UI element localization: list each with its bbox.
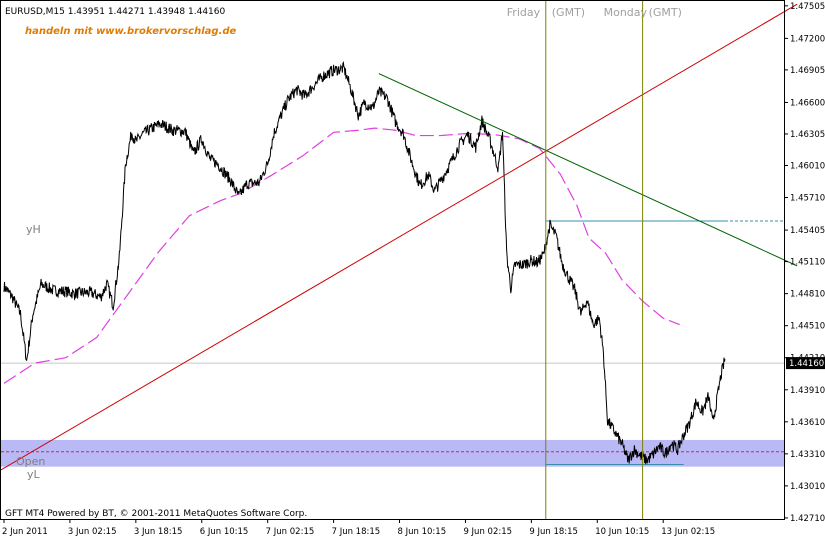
trendline-resistance xyxy=(378,73,798,267)
price-line xyxy=(3,60,726,465)
footer-text: GFT MT4 Powered by BT, © 2001-2011 MetaQ… xyxy=(5,509,307,519)
current-price-marker: 1.44160 xyxy=(786,357,825,370)
session-separators: Friday (GMT) Monday (GMT) xyxy=(507,1,682,519)
time-tick-label: 7 Jun 18:15 xyxy=(332,527,381,537)
time-tick-label: 9 Jun 18:15 xyxy=(529,527,578,537)
session-day-friday: Friday xyxy=(507,6,541,19)
time-tick-label: 2 Jun 2011 xyxy=(2,527,48,537)
price-tick-label: 1.46010 xyxy=(790,161,825,171)
price-tick-label: 1.47200 xyxy=(790,34,825,44)
price-tick-label: 1.45710 xyxy=(790,194,825,204)
yl-label: yL xyxy=(27,468,41,481)
time-tick-label: 8 Jun 10:15 xyxy=(398,527,447,537)
price-tick-label: 1.46905 xyxy=(790,66,825,76)
session-tz-friday: (GMT) xyxy=(552,6,585,19)
price-tick-label: 1.47505 xyxy=(790,2,825,12)
session-tz-monday: (GMT) xyxy=(649,6,682,19)
time-tick-label: 10 Jun 10:15 xyxy=(595,527,649,537)
time-axis: 2 Jun 2011 3 Jun 02:15 3 Jun 18:15 6 Jun 10… xyxy=(2,519,715,537)
price-series xyxy=(3,60,726,465)
price-tick-label: 1.43610 xyxy=(790,418,825,428)
current-price-box xyxy=(786,357,825,370)
price-tick-label: 1.45405 xyxy=(790,226,825,236)
price-tick-label: 1.43910 xyxy=(790,386,825,396)
plot-frame xyxy=(0,0,785,520)
price-tick-label: 1.43010 xyxy=(790,482,825,492)
price-tick-label: 1.44510 xyxy=(790,322,825,332)
chart-title: EURUSD,M15 1.43951 1.44271 1.43948 1.441… xyxy=(5,7,225,17)
price-tick-label: 1.44810 xyxy=(790,290,825,300)
time-tick-label: 13 Jun 02:15 xyxy=(661,527,715,537)
trendlines xyxy=(0,3,798,472)
time-tick-label: 9 Jun 02:15 xyxy=(463,527,512,537)
session-day-monday: Monday xyxy=(604,6,648,19)
price-tick-label: 1.46305 xyxy=(790,130,825,140)
price-tick-label: 1.45110 xyxy=(790,258,825,268)
price-tick-label: 1.42710 xyxy=(790,514,825,524)
advert-text: handeln mit www.brokervorschlag.de xyxy=(25,26,237,37)
yh-label: yH xyxy=(26,223,41,236)
trendline-support xyxy=(0,3,798,472)
price-tick-label: 1.43310 xyxy=(790,450,825,460)
open-label: Open xyxy=(16,455,45,468)
reference-lines xyxy=(1,220,784,466)
time-tick-label: 3 Jun 02:15 xyxy=(68,527,117,537)
current-price-label: 1.44160 xyxy=(789,359,824,369)
price-tick-label: 1.46600 xyxy=(790,98,825,108)
moving-average-line xyxy=(3,127,680,384)
time-tick-label: 3 Jun 18:15 xyxy=(134,527,183,537)
time-tick-label: 6 Jun 10:15 xyxy=(200,527,249,537)
moving-average-series xyxy=(3,127,680,384)
time-tick-label: 7 Jun 02:15 xyxy=(266,527,315,537)
